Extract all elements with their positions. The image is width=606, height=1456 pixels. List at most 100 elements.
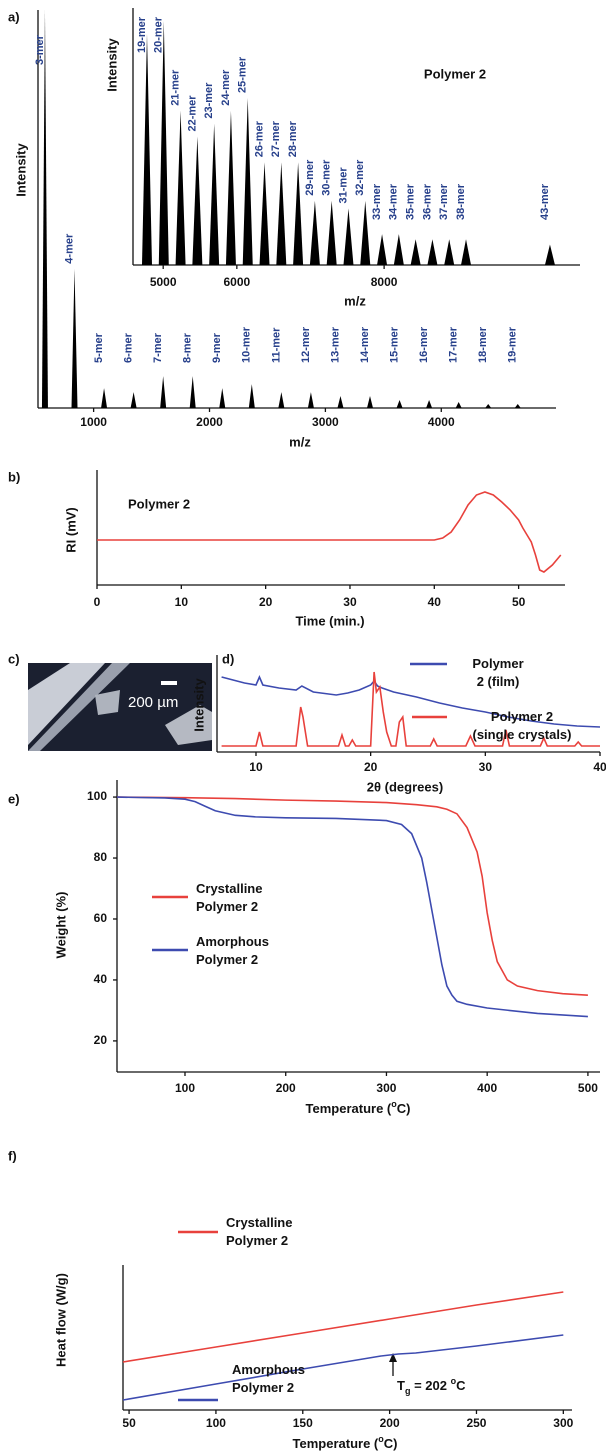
x-axis-label: Time (min.) [295, 613, 364, 628]
peak-label: 36-mer [421, 183, 433, 220]
x-tick-label: 40 [593, 760, 606, 774]
x-tick-label: 500 [578, 1081, 598, 1095]
peak [71, 268, 78, 408]
y-axis-label: Intensity [104, 38, 119, 92]
peak-label: 24-mer [220, 69, 232, 106]
annotation-part: o [451, 1376, 457, 1386]
x-axis-label-part: o [391, 1099, 397, 1109]
y-axis-label: Weight (%) [53, 892, 68, 959]
x-tick-label: 8000 [371, 275, 398, 289]
x-axis-label: 2θ (degrees) [367, 779, 443, 794]
data-line [116, 796, 588, 996]
annotation: Polymer 2 [128, 496, 190, 511]
peak [343, 208, 354, 265]
x-tick-label: 400 [477, 1081, 497, 1095]
peak-label: 19-mer [507, 326, 519, 363]
x-tick-label: 6000 [223, 275, 250, 289]
x-axis-label: Temperature (oC) [306, 1099, 411, 1116]
peak-label: 6-mer [123, 332, 135, 363]
y-tick-label: 40 [94, 972, 108, 986]
x-tick-label: 4000 [428, 415, 455, 429]
peak [293, 162, 304, 265]
data-line [122, 1334, 564, 1401]
peak-label: 35-mer [405, 183, 417, 220]
panel-label: b) [8, 469, 20, 484]
panel-label: e) [8, 791, 20, 806]
crystal [95, 690, 120, 715]
peak [41, 10, 48, 408]
data-line [221, 674, 601, 728]
peak-label: 29-mer [304, 159, 316, 196]
y-axis-label: Heat flow (W/g) [53, 1273, 68, 1367]
x-tick-label: 200 [380, 1416, 400, 1430]
legend-label: Amorphous Polymer 2 [232, 1362, 305, 1395]
panel-label: f) [8, 1148, 17, 1163]
peak-label: 7-mer [152, 332, 164, 363]
x-axis-label: Temperature (oC) [293, 1434, 398, 1451]
peak-label: 21-mer [169, 69, 181, 106]
annotation-part: C [456, 1378, 466, 1393]
peak-label: 43-mer [539, 183, 551, 220]
peak-label: 8-mer [182, 332, 194, 363]
peak-label: 12-mer [300, 326, 312, 363]
peak-label: 33-mer [371, 183, 383, 220]
x-tick-label: 2000 [196, 415, 223, 429]
peak-label: 13-mer [329, 326, 341, 363]
peak-label: 9-mer [211, 332, 223, 363]
x-axis-label-part: C) [384, 1436, 398, 1451]
x-tick-label: 5000 [150, 275, 177, 289]
peak [242, 97, 253, 265]
annotation-part: g [405, 1386, 411, 1396]
peak [209, 123, 220, 266]
data-line [122, 1291, 564, 1363]
data-line [221, 671, 600, 747]
peak-label: 11-mer [270, 327, 282, 363]
peak [192, 136, 203, 265]
data-line [116, 796, 588, 1018]
legend-label: Polymer 2 (single crystals) [472, 709, 572, 742]
peak [278, 392, 285, 408]
x-tick-label: 40 [428, 595, 442, 609]
x-tick-label: 150 [293, 1416, 313, 1430]
legend-label: Crystalline Polymer 2 [226, 1215, 293, 1248]
legend-label: Amorphous Polymer 2 [196, 934, 269, 967]
peak-label: 23-mer [203, 82, 215, 119]
peak [393, 234, 404, 265]
peak-label: 37-mer [438, 183, 450, 220]
peak [444, 239, 455, 265]
peak [225, 110, 236, 265]
peak [514, 404, 521, 408]
y-axis-label: Intensity [191, 678, 206, 732]
peak [309, 200, 320, 265]
peak-label: 15-mer [388, 326, 400, 363]
x-tick-label: 20 [364, 760, 378, 774]
annotation-part: = 202 [410, 1378, 450, 1393]
peak-label: 32-mer [354, 159, 366, 196]
peak-label: 4-mer [63, 233, 75, 264]
y-tick-label: 100 [87, 789, 107, 803]
y-tick-label: 80 [94, 850, 108, 864]
peak-label: 28-mer [287, 120, 299, 157]
data-line [97, 491, 562, 573]
annotation-arrowhead [389, 1353, 397, 1362]
legend-label: Crystalline Polymer 2 [196, 881, 263, 914]
peak-label: 20-mer [153, 16, 165, 53]
annotation-part: T [397, 1378, 405, 1393]
peak-label: 18-mer [477, 326, 489, 363]
legend-label: Polymer 2 (film) [472, 656, 524, 689]
x-tick-label: 100 [206, 1416, 226, 1430]
peak [426, 400, 433, 408]
x-tick-label: 50 [122, 1416, 136, 1430]
x-tick-label: 0 [94, 595, 101, 609]
peak [396, 400, 403, 408]
peak [219, 388, 226, 408]
x-axis-label-part: Temperature ( [306, 1101, 392, 1116]
peak-label: 38-mer [455, 183, 467, 220]
peak-label: 34-mer [388, 183, 400, 220]
chart-title: Polymer 2 [424, 66, 486, 81]
peak [141, 33, 152, 266]
peak [461, 239, 472, 265]
peak [455, 402, 462, 408]
fiber [28, 663, 105, 745]
scale-bar [161, 681, 177, 685]
